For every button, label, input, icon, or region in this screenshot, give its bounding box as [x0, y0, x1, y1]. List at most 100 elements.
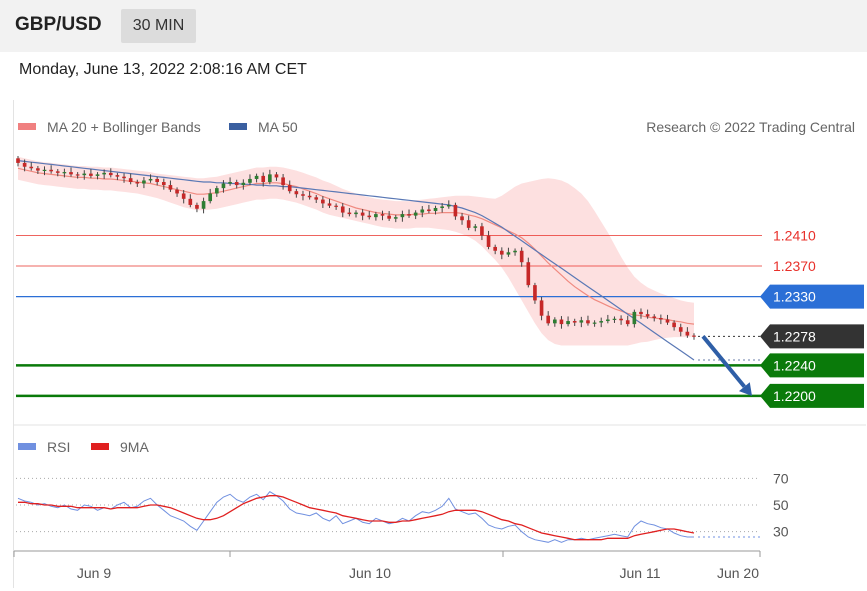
legend-swatch-rsi — [18, 443, 36, 450]
candle-body — [407, 214, 411, 216]
level-tag-text-1.2200: 1.2200 — [773, 388, 816, 404]
header-bar: GBP/USD 30 MIN — [0, 0, 867, 52]
candle-body — [526, 262, 531, 286]
candle-body — [433, 207, 438, 212]
candle-body — [440, 206, 444, 208]
candle-body — [566, 321, 570, 325]
candle-body — [612, 318, 617, 320]
candle-body — [115, 175, 120, 177]
last-price-tag — [760, 324, 864, 349]
chart-frame — [13, 100, 867, 588]
candle-body — [659, 317, 663, 320]
price-levels — [16, 234, 762, 398]
timeframe-button[interactable]: 30 MIN — [121, 9, 196, 43]
candle-body — [16, 158, 20, 163]
candle-body — [82, 173, 87, 176]
candle-body — [506, 252, 511, 255]
candle-body — [625, 320, 630, 325]
candle-body — [592, 322, 597, 324]
candle-body — [327, 203, 332, 206]
candle-body — [645, 314, 650, 317]
candle-body — [652, 316, 657, 318]
level-tag-1.2240 — [760, 353, 864, 378]
rsi-legend: RSI 9MA — [18, 439, 149, 455]
x-axis-label: Jun 9 — [77, 565, 111, 581]
candle-body — [221, 183, 226, 189]
level-tag-1.2200 — [760, 383, 864, 408]
symbol-title: GBP/USD — [15, 14, 102, 35]
candle-body — [215, 188, 219, 194]
candle-body — [579, 320, 584, 323]
candle-body — [36, 168, 40, 171]
candle-body — [559, 319, 564, 325]
main-legend: MA 20 + Bollinger Bands MA 50 Research ©… — [18, 119, 855, 135]
x-axis-label: Jun 11 — [620, 565, 661, 581]
candle-body — [519, 250, 524, 263]
candle-body — [374, 214, 378, 218]
legend-swatch-ma50 — [229, 123, 247, 130]
ma50-line — [17, 160, 695, 361]
candle-body — [268, 174, 272, 183]
candle-body — [354, 212, 358, 215]
candle-body — [22, 162, 27, 167]
candle-body — [175, 189, 179, 194]
candle-body — [460, 216, 464, 221]
candle-body — [387, 215, 391, 219]
candle-body — [62, 172, 67, 174]
candle-body — [639, 311, 643, 315]
candle-body — [692, 335, 696, 337]
price-tags: 1.2410 1.2370 1.2330 1.2240 1.2200 1.2278 — [760, 227, 864, 408]
candle-body — [480, 226, 484, 236]
candle-body — [301, 194, 305, 196]
candle-body — [29, 166, 34, 169]
candle-body — [181, 193, 186, 199]
candle-body — [360, 212, 365, 216]
candle-body — [499, 250, 504, 255]
candle-body — [168, 185, 173, 190]
level-tag-1.2330 — [760, 284, 864, 309]
legend-label-ma50: MA 50 — [258, 119, 298, 135]
candle-body — [473, 226, 478, 228]
candles — [16, 156, 696, 340]
candle-body — [155, 178, 159, 183]
candle-body — [307, 195, 312, 198]
rsi-lines — [17, 491, 760, 543]
rsi-ma-line — [18, 495, 695, 541]
candle-body — [274, 174, 279, 178]
bollinger-band-fill — [18, 156, 694, 346]
legend-label-ma20: MA 20 + Bollinger Bands — [47, 119, 201, 135]
candle-body — [619, 318, 623, 321]
candle-body — [208, 193, 213, 202]
candle-body — [486, 235, 491, 247]
candle-body — [533, 285, 537, 301]
rsi-tick-70: 70 — [773, 470, 789, 486]
candle-body — [413, 212, 418, 216]
candle-body — [248, 178, 252, 183]
legend-label-9ma: 9MA — [120, 439, 149, 455]
candle-body — [685, 331, 690, 336]
candle-body — [195, 204, 199, 209]
candle-body — [606, 319, 610, 322]
rsi-tick-30: 30 — [773, 524, 789, 540]
level-tag-text-1.2330: 1.2330 — [773, 289, 816, 305]
x-axis-label: Jun 10 — [349, 565, 391, 581]
candle-body — [321, 199, 325, 204]
candle-body — [393, 217, 398, 219]
candle-body — [546, 315, 551, 324]
bollinger-bands — [18, 156, 694, 346]
last-price-text: 1.2278 — [773, 328, 816, 344]
candle-body — [254, 175, 259, 179]
candle-body — [201, 201, 206, 209]
candle-body — [586, 320, 590, 324]
timestamp: Monday, June 13, 2022 2:08:16 AM CET — [19, 61, 307, 78]
candle-body — [89, 173, 93, 176]
candle-body — [281, 177, 285, 186]
candle-body — [493, 246, 497, 251]
forecast-arrow-shaft — [701, 335, 746, 388]
rsi-grid: 70 50 30 — [16, 470, 789, 540]
forecast-arrow-head — [738, 382, 752, 396]
candle-body — [69, 172, 73, 175]
candle-body — [400, 214, 405, 218]
candle-body — [75, 174, 80, 176]
candle-body — [420, 209, 425, 213]
